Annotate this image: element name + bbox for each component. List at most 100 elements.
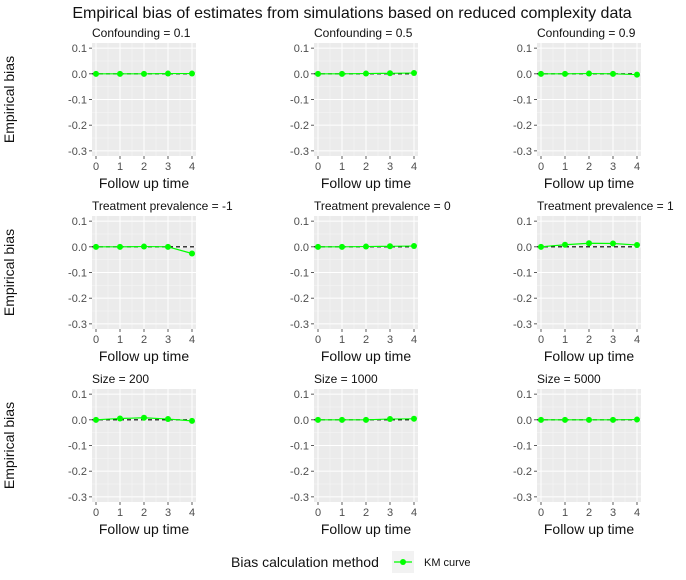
y-tick-label: -0.2	[68, 120, 87, 132]
data-point	[387, 416, 393, 423]
data-point	[141, 243, 147, 250]
y-tick-label: -0.1	[513, 441, 532, 453]
data-point	[315, 416, 321, 423]
x-tick-label: 4	[189, 507, 195, 519]
data-point	[363, 416, 369, 423]
x-tick-label: 1	[117, 507, 123, 519]
x-tick-label: 4	[189, 161, 195, 173]
y-tick-label: -0.3	[68, 492, 87, 504]
y-tick-label: -0.3	[68, 319, 87, 331]
x-tick-label: 4	[634, 161, 640, 173]
x-tick-label: 1	[562, 161, 568, 173]
facet-panel: Size = 5000 0.1 0.0 -0.1 -0.2 -0.3 0 1 2 3 4Follow…	[513, 372, 641, 537]
x-tick-label: 3	[387, 334, 393, 346]
data-point	[117, 415, 123, 422]
x-tick-label: 0	[93, 507, 99, 519]
data-point	[117, 243, 123, 250]
facet-panel: Size = 1000 0.1 0.0 -0.1 -0.2 -0.3 0 1 2 3 4Follow…	[290, 372, 418, 537]
x-axis-title: Follow up time	[99, 175, 189, 191]
y-tick-label: -0.3	[513, 319, 532, 331]
y-axis-title: Empirical bias	[1, 56, 17, 143]
x-tick-label: 1	[562, 507, 568, 519]
legend-key-point	[400, 559, 406, 565]
y-tick-label: 0.0	[294, 415, 309, 427]
y-tick-label: -0.1	[513, 95, 532, 107]
data-point	[363, 70, 369, 77]
y-tick-label: 0.0	[294, 242, 309, 254]
y-tick-label: 0.0	[517, 415, 532, 427]
data-point	[387, 243, 393, 250]
x-axis-title: Follow up time	[544, 175, 634, 191]
x-tick-label: 4	[634, 507, 640, 519]
data-point	[610, 416, 616, 423]
data-point	[538, 416, 544, 423]
x-tick-label: 1	[562, 334, 568, 346]
y-tick-label: 0.1	[517, 389, 532, 401]
y-tick-label: -0.2	[513, 120, 532, 132]
data-point	[610, 240, 616, 247]
y-tick-label: -0.3	[513, 146, 532, 158]
x-axis-title: Follow up time	[544, 348, 634, 364]
x-axis-title: Follow up time	[321, 175, 411, 191]
data-point	[586, 240, 592, 247]
data-point	[634, 71, 640, 78]
y-tick-label: -0.3	[290, 146, 309, 158]
data-point	[315, 243, 321, 250]
y-tick-label: 0.0	[72, 242, 87, 254]
y-tick-label: 0.1	[294, 216, 309, 228]
y-tick-label: -0.1	[68, 268, 87, 280]
x-tick-label: 0	[538, 507, 544, 519]
data-point	[339, 243, 345, 250]
x-tick-label: 4	[411, 507, 417, 519]
panel-title: Treatment prevalence = 0	[314, 199, 451, 213]
x-tick-label: 2	[363, 161, 369, 173]
data-point	[189, 417, 195, 424]
x-axis-title: Follow up time	[544, 521, 634, 537]
y-axis-titles: Empirical bias Empirical bias Empirical bi…	[1, 56, 17, 489]
x-tick-label: 3	[165, 334, 171, 346]
y-tick-label: -0.3	[290, 492, 309, 504]
data-point	[538, 70, 544, 77]
data-point	[538, 243, 544, 250]
panel-title: Treatment prevalence = 1	[537, 199, 674, 213]
y-tick-label: -0.1	[290, 268, 309, 280]
x-tick-label: 0	[93, 161, 99, 173]
y-tick-label: 0.0	[517, 242, 532, 254]
x-tick-label: 0	[93, 334, 99, 346]
data-point	[189, 250, 195, 257]
data-point	[586, 416, 592, 423]
data-point	[141, 70, 147, 77]
x-tick-label: 2	[586, 161, 592, 173]
x-tick-label: 4	[411, 334, 417, 346]
x-tick-label: 1	[339, 161, 345, 173]
data-point	[363, 243, 369, 250]
facet-panel: Treatment prevalence = -1 0.1 0.0 -0.1 -0.2 -…	[68, 199, 233, 364]
x-tick-label: 1	[339, 507, 345, 519]
x-tick-label: 4	[189, 334, 195, 346]
x-axis-title: Follow up time	[99, 521, 189, 537]
facet-panels: Confounding = 0.1 0.1 0.0 -0.1 -0.2 -0.3 0 1 2 3 4…	[68, 26, 674, 537]
data-point	[411, 243, 417, 250]
x-tick-label: 0	[315, 161, 321, 173]
facet-panel: Confounding = 0.1 0.1 0.0 -0.1 -0.2 -0.3 0 1 2 3 4…	[68, 26, 196, 191]
x-tick-label: 1	[339, 334, 345, 346]
x-tick-label: 4	[634, 334, 640, 346]
y-tick-label: -0.1	[513, 268, 532, 280]
data-point	[411, 70, 417, 77]
data-point	[93, 416, 99, 423]
y-tick-label: -0.2	[513, 466, 532, 478]
data-point	[339, 70, 345, 77]
x-axis-title: Follow up time	[321, 348, 411, 364]
chart-title: Empirical bias of estimates from simulat…	[72, 5, 631, 22]
data-point	[339, 416, 345, 423]
y-axis-title: Empirical bias	[1, 402, 17, 489]
facet-panel: Size = 200 0.1 0.0 -0.1 -0.2 -0.3 0 1 2 3 4Follow …	[68, 372, 196, 537]
y-tick-label: -0.2	[290, 466, 309, 478]
x-tick-label: 3	[387, 161, 393, 173]
data-point	[315, 70, 321, 77]
legend: Bias calculation method KM curve	[231, 551, 470, 573]
legend-title: Bias calculation method	[231, 554, 379, 570]
x-tick-label: 2	[141, 334, 147, 346]
panel-title: Treatment prevalence = -1	[92, 199, 233, 213]
